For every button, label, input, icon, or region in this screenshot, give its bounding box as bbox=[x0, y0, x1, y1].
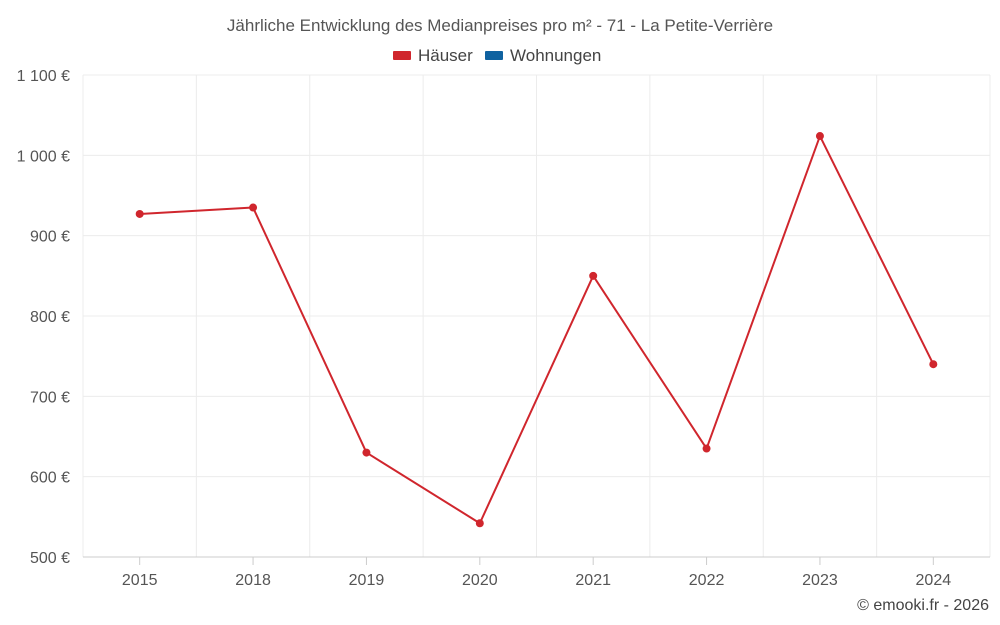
x-tick-label: 2023 bbox=[802, 572, 838, 589]
data-point-2019[interactable] bbox=[362, 448, 371, 457]
chart-title: Jährliche Entwicklung des Medianpreises … bbox=[227, 16, 773, 35]
data-point-2018[interactable] bbox=[249, 203, 258, 212]
x-tick-label: 2021 bbox=[575, 572, 611, 589]
x-tick-label: 2022 bbox=[689, 572, 725, 589]
data-point-2022[interactable] bbox=[702, 444, 711, 453]
x-tick-label: 2019 bbox=[349, 572, 385, 589]
x-tick-label: 2024 bbox=[916, 572, 952, 589]
credit: © emooki.fr - 2026 bbox=[857, 597, 989, 614]
legend-swatch-haeuser bbox=[393, 51, 411, 60]
data-point-2020[interactable] bbox=[475, 519, 484, 528]
legend[interactable]: Häuser Wohnungen bbox=[393, 46, 601, 65]
series-haeuser bbox=[135, 132, 938, 528]
y-axis-ticks: 500 € 600 € 700 € 800 € 900 € 1 000 € 1 100 € bbox=[17, 68, 70, 567]
x-tick-label: 2015 bbox=[122, 572, 158, 589]
legend-item-wohnungen[interactable]: Wohnungen bbox=[485, 46, 601, 65]
x-axis-ticks: 2015 2018 2019 2020 2021 2022 2023 2024 bbox=[122, 557, 951, 589]
y-tick-label: 500 € bbox=[30, 550, 70, 567]
y-tick-label: 700 € bbox=[30, 389, 70, 406]
y-tick-label: 1 100 € bbox=[17, 68, 70, 85]
legend-swatch-wohnungen bbox=[485, 51, 503, 60]
y-tick-label: 600 € bbox=[30, 470, 70, 487]
data-point-2024[interactable] bbox=[929, 360, 938, 369]
legend-label-haeuser: Häuser bbox=[418, 46, 473, 65]
legend-label-wohnungen: Wohnungen bbox=[510, 46, 601, 65]
data-point-2023[interactable] bbox=[815, 132, 824, 141]
y-tick-label: 900 € bbox=[30, 229, 70, 246]
x-gridlines bbox=[82, 75, 991, 557]
data-point-2015[interactable] bbox=[135, 209, 144, 218]
x-tick-label: 2018 bbox=[235, 572, 271, 589]
y-tick-label: 1 000 € bbox=[17, 148, 70, 165]
y-tick-label: 800 € bbox=[30, 309, 70, 326]
legend-item-haeuser[interactable]: Häuser bbox=[393, 46, 473, 65]
series-line bbox=[139, 135, 935, 525]
x-tick-label: 2020 bbox=[462, 572, 498, 589]
data-point-2021[interactable] bbox=[589, 271, 598, 280]
